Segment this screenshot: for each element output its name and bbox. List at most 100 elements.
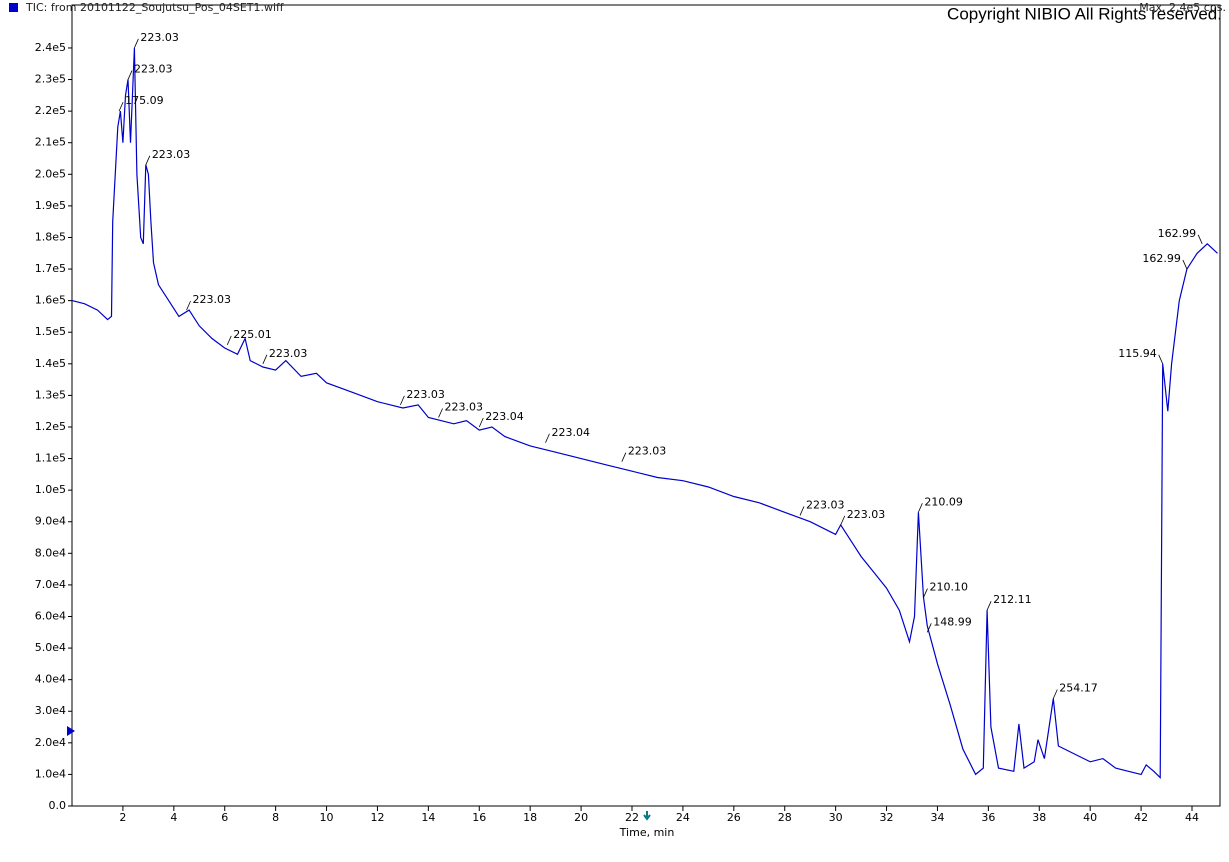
peak-label: 210.09 xyxy=(924,495,963,508)
x-axis-label: Time, min xyxy=(619,826,675,839)
peak-label: 175.09 xyxy=(125,94,164,107)
peak-label: 223.03 xyxy=(269,347,308,360)
y-tick-label: 1.3e5 xyxy=(35,388,66,401)
y-tick-label: 2.0e5 xyxy=(35,167,66,180)
x-tick-label: 30 xyxy=(829,811,843,824)
x-tick-label: 34 xyxy=(930,811,944,824)
y-tick-label: 1.1e5 xyxy=(35,452,66,465)
annotation-leader xyxy=(1182,259,1188,270)
y-tick-label: 0.0 xyxy=(49,799,67,812)
annotation-leader xyxy=(186,300,191,311)
x-tick-label: 18 xyxy=(523,811,537,824)
y-tick-label: 3.0e4 xyxy=(35,704,66,717)
x-tick-label: 12 xyxy=(370,811,384,824)
annotation-leader xyxy=(478,417,484,428)
annotation-leader xyxy=(145,155,151,165)
x-tick-label: 2 xyxy=(119,811,126,824)
annotation-leader xyxy=(926,623,932,633)
time-marker xyxy=(643,811,651,821)
y-tick-label: 7.0e4 xyxy=(35,578,66,591)
x-tick-label: 6 xyxy=(221,811,228,824)
annotation-leader xyxy=(923,588,928,598)
y-tick-label: 1.0e4 xyxy=(35,767,66,780)
peak-label: 162.99 xyxy=(1158,227,1197,240)
plot-frame xyxy=(71,4,1221,807)
y-tick-label: 1.6e5 xyxy=(35,294,66,307)
peak-label: 223.03 xyxy=(134,63,173,76)
peak-label: 212.11 xyxy=(993,593,1031,606)
y-tick-label: 4.0e4 xyxy=(35,673,66,686)
x-tick-label: 28 xyxy=(778,811,792,824)
peak-label: 115.94 xyxy=(1118,347,1157,360)
annotation-leader xyxy=(621,452,627,462)
annotation-leader xyxy=(399,395,405,406)
y-tick-label: 2.2e5 xyxy=(35,104,66,117)
annotation-leader xyxy=(226,335,232,346)
annotation-leader xyxy=(1052,689,1058,699)
x-tick-label: 36 xyxy=(981,811,995,824)
x-tick-label: 24 xyxy=(676,811,690,824)
annotation-leader xyxy=(917,503,923,513)
y-tick-label: 1.0e5 xyxy=(35,483,66,496)
annotation-leader xyxy=(438,408,443,418)
x-tick-label: 32 xyxy=(880,811,894,824)
max-label: Max. 2.4e5 cps. xyxy=(1139,1,1226,14)
x-tick-label: 22 xyxy=(625,811,639,824)
threshold-marker xyxy=(67,726,75,736)
y-tick-label: 1.9e5 xyxy=(35,199,66,212)
annotation-leader xyxy=(799,506,805,516)
annotation-leader xyxy=(545,433,550,443)
copyright: Copyright NIBIO All Rights reserved. xyxy=(947,4,1222,23)
x-tick-label: 14 xyxy=(421,811,435,824)
peak-label: 223.03 xyxy=(628,445,667,458)
annotation-leader xyxy=(127,70,133,80)
peak-label: 254.17 xyxy=(1059,682,1098,695)
chart-title: TIC: from 20101122_Soujutsu_Pos_04SET1.w… xyxy=(25,1,284,14)
y-tick-label: 1.8e5 xyxy=(35,230,66,243)
peak-label: 223.03 xyxy=(806,498,845,511)
peak-label: 223.04 xyxy=(551,426,590,439)
x-tick-label: 40 xyxy=(1083,811,1097,824)
y-tick-label: 1.7e5 xyxy=(35,262,66,275)
y-tick-label: 2.1e5 xyxy=(35,136,66,149)
y-tick-label: 9.0e4 xyxy=(35,515,66,528)
annotation-leader xyxy=(1197,234,1203,244)
x-tick-label: 42 xyxy=(1134,811,1148,824)
y-tick-label: 1.4e5 xyxy=(35,357,66,370)
y-tick-label: 2.0e4 xyxy=(35,736,66,749)
x-tick-label: 20 xyxy=(574,811,588,824)
x-tick-label: 26 xyxy=(727,811,741,824)
peak-label: 223.03 xyxy=(406,388,445,401)
annotation-leader xyxy=(133,38,139,49)
legend-swatch xyxy=(9,3,18,12)
x-tick-label: 8 xyxy=(272,811,279,824)
y-tick-label: 1.5e5 xyxy=(35,325,66,338)
annotation-leader xyxy=(840,515,846,526)
y-tick-label: 5.0e4 xyxy=(35,641,66,654)
peak-label: 148.99 xyxy=(933,615,972,628)
peak-label: 225.01 xyxy=(233,328,271,341)
peak-label: 223.03 xyxy=(847,508,886,521)
annotation-leader xyxy=(262,354,268,364)
x-tick-label: 38 xyxy=(1032,811,1046,824)
y-tick-label: 8.0e4 xyxy=(35,546,66,559)
peak-label: 223.03 xyxy=(152,148,191,161)
x-tick-label: 16 xyxy=(472,811,486,824)
y-tick-label: 2.3e5 xyxy=(35,73,66,86)
peak-label: 223.04 xyxy=(485,410,523,423)
peak-label: 223.03 xyxy=(445,401,484,414)
annotation-leader xyxy=(118,101,124,112)
x-tick-label: 4 xyxy=(170,811,177,824)
x-tick-label: 10 xyxy=(320,811,334,824)
y-tick-label: 2.4e5 xyxy=(35,41,66,54)
x-tick-label: 44 xyxy=(1185,811,1199,824)
peak-label: 223.03 xyxy=(140,31,179,44)
peak-label: 162.99 xyxy=(1142,252,1181,265)
annotation-leader xyxy=(986,601,992,611)
annotation-leader xyxy=(1158,354,1164,364)
y-tick-label: 6.0e4 xyxy=(35,609,66,622)
y-tick-label: 1.2e5 xyxy=(35,420,66,433)
peak-label: 210.10 xyxy=(929,581,968,594)
tic-line xyxy=(71,47,1218,780)
